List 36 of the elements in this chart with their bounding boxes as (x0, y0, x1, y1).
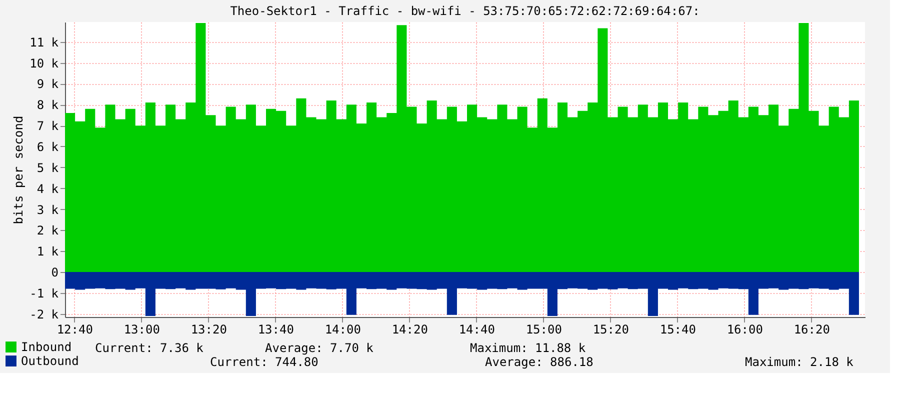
legend-label: Outbound (21, 354, 79, 368)
x-tick-label: 15:40 (660, 322, 696, 336)
x-tick-label: 15:00 (526, 322, 562, 336)
y-tick-label: 10 k (30, 56, 60, 70)
y-axis-title: bits per second (12, 116, 26, 224)
text: Maximum: 2.18 k (745, 355, 854, 369)
y-tick-label: 6 k (36, 140, 60, 154)
y-tick-label: 4 k (36, 182, 60, 196)
y-tick-label: -2 k (30, 307, 60, 322)
text: Current: 7.36 k (95, 341, 204, 355)
x-tick-label: 16:20 (794, 322, 830, 336)
y-tick-label: 3 k (36, 202, 60, 217)
y-tick-label: 0 (51, 266, 58, 280)
y-tick-label: -1 k (30, 286, 60, 300)
y-tick-label: 7 k (36, 119, 60, 134)
chart-title: Theo-Sektor1 - Traffic - bw-wifi - 53:75:70:65:72:62:72:69:64:67: (230, 4, 700, 18)
x-tick-label: 16:00 (726, 322, 763, 336)
x-tick-label: 14:40 (458, 322, 495, 336)
legend-label: Inbound (21, 340, 72, 354)
x-tick-label: 12:40 (56, 322, 93, 336)
text: Average: 886.18 (485, 355, 594, 369)
x-tick-label: 15:20 (592, 322, 629, 336)
x-tick-label: 13:40 (258, 322, 294, 336)
x-tick-label: 13:20 (190, 322, 227, 336)
y-tick-label: 8 k (36, 98, 60, 112)
text: Maximum: 11.88 k (470, 341, 586, 355)
text: Current: 744.80 (210, 355, 318, 369)
y-tick-label: 2 k (36, 224, 60, 238)
x-tick-label: 13:00 (124, 322, 160, 336)
y-tick-label: 5 k (36, 160, 60, 175)
x-tick-label: 14:20 (392, 322, 428, 336)
y-tick-label: 1 k (36, 244, 60, 259)
text: Average: 7.70 k (265, 341, 374, 355)
y-tick-label: 9 k (36, 77, 60, 92)
y-tick-label: 11 k (30, 35, 60, 50)
x-tick-label: 14:00 (324, 322, 361, 336)
